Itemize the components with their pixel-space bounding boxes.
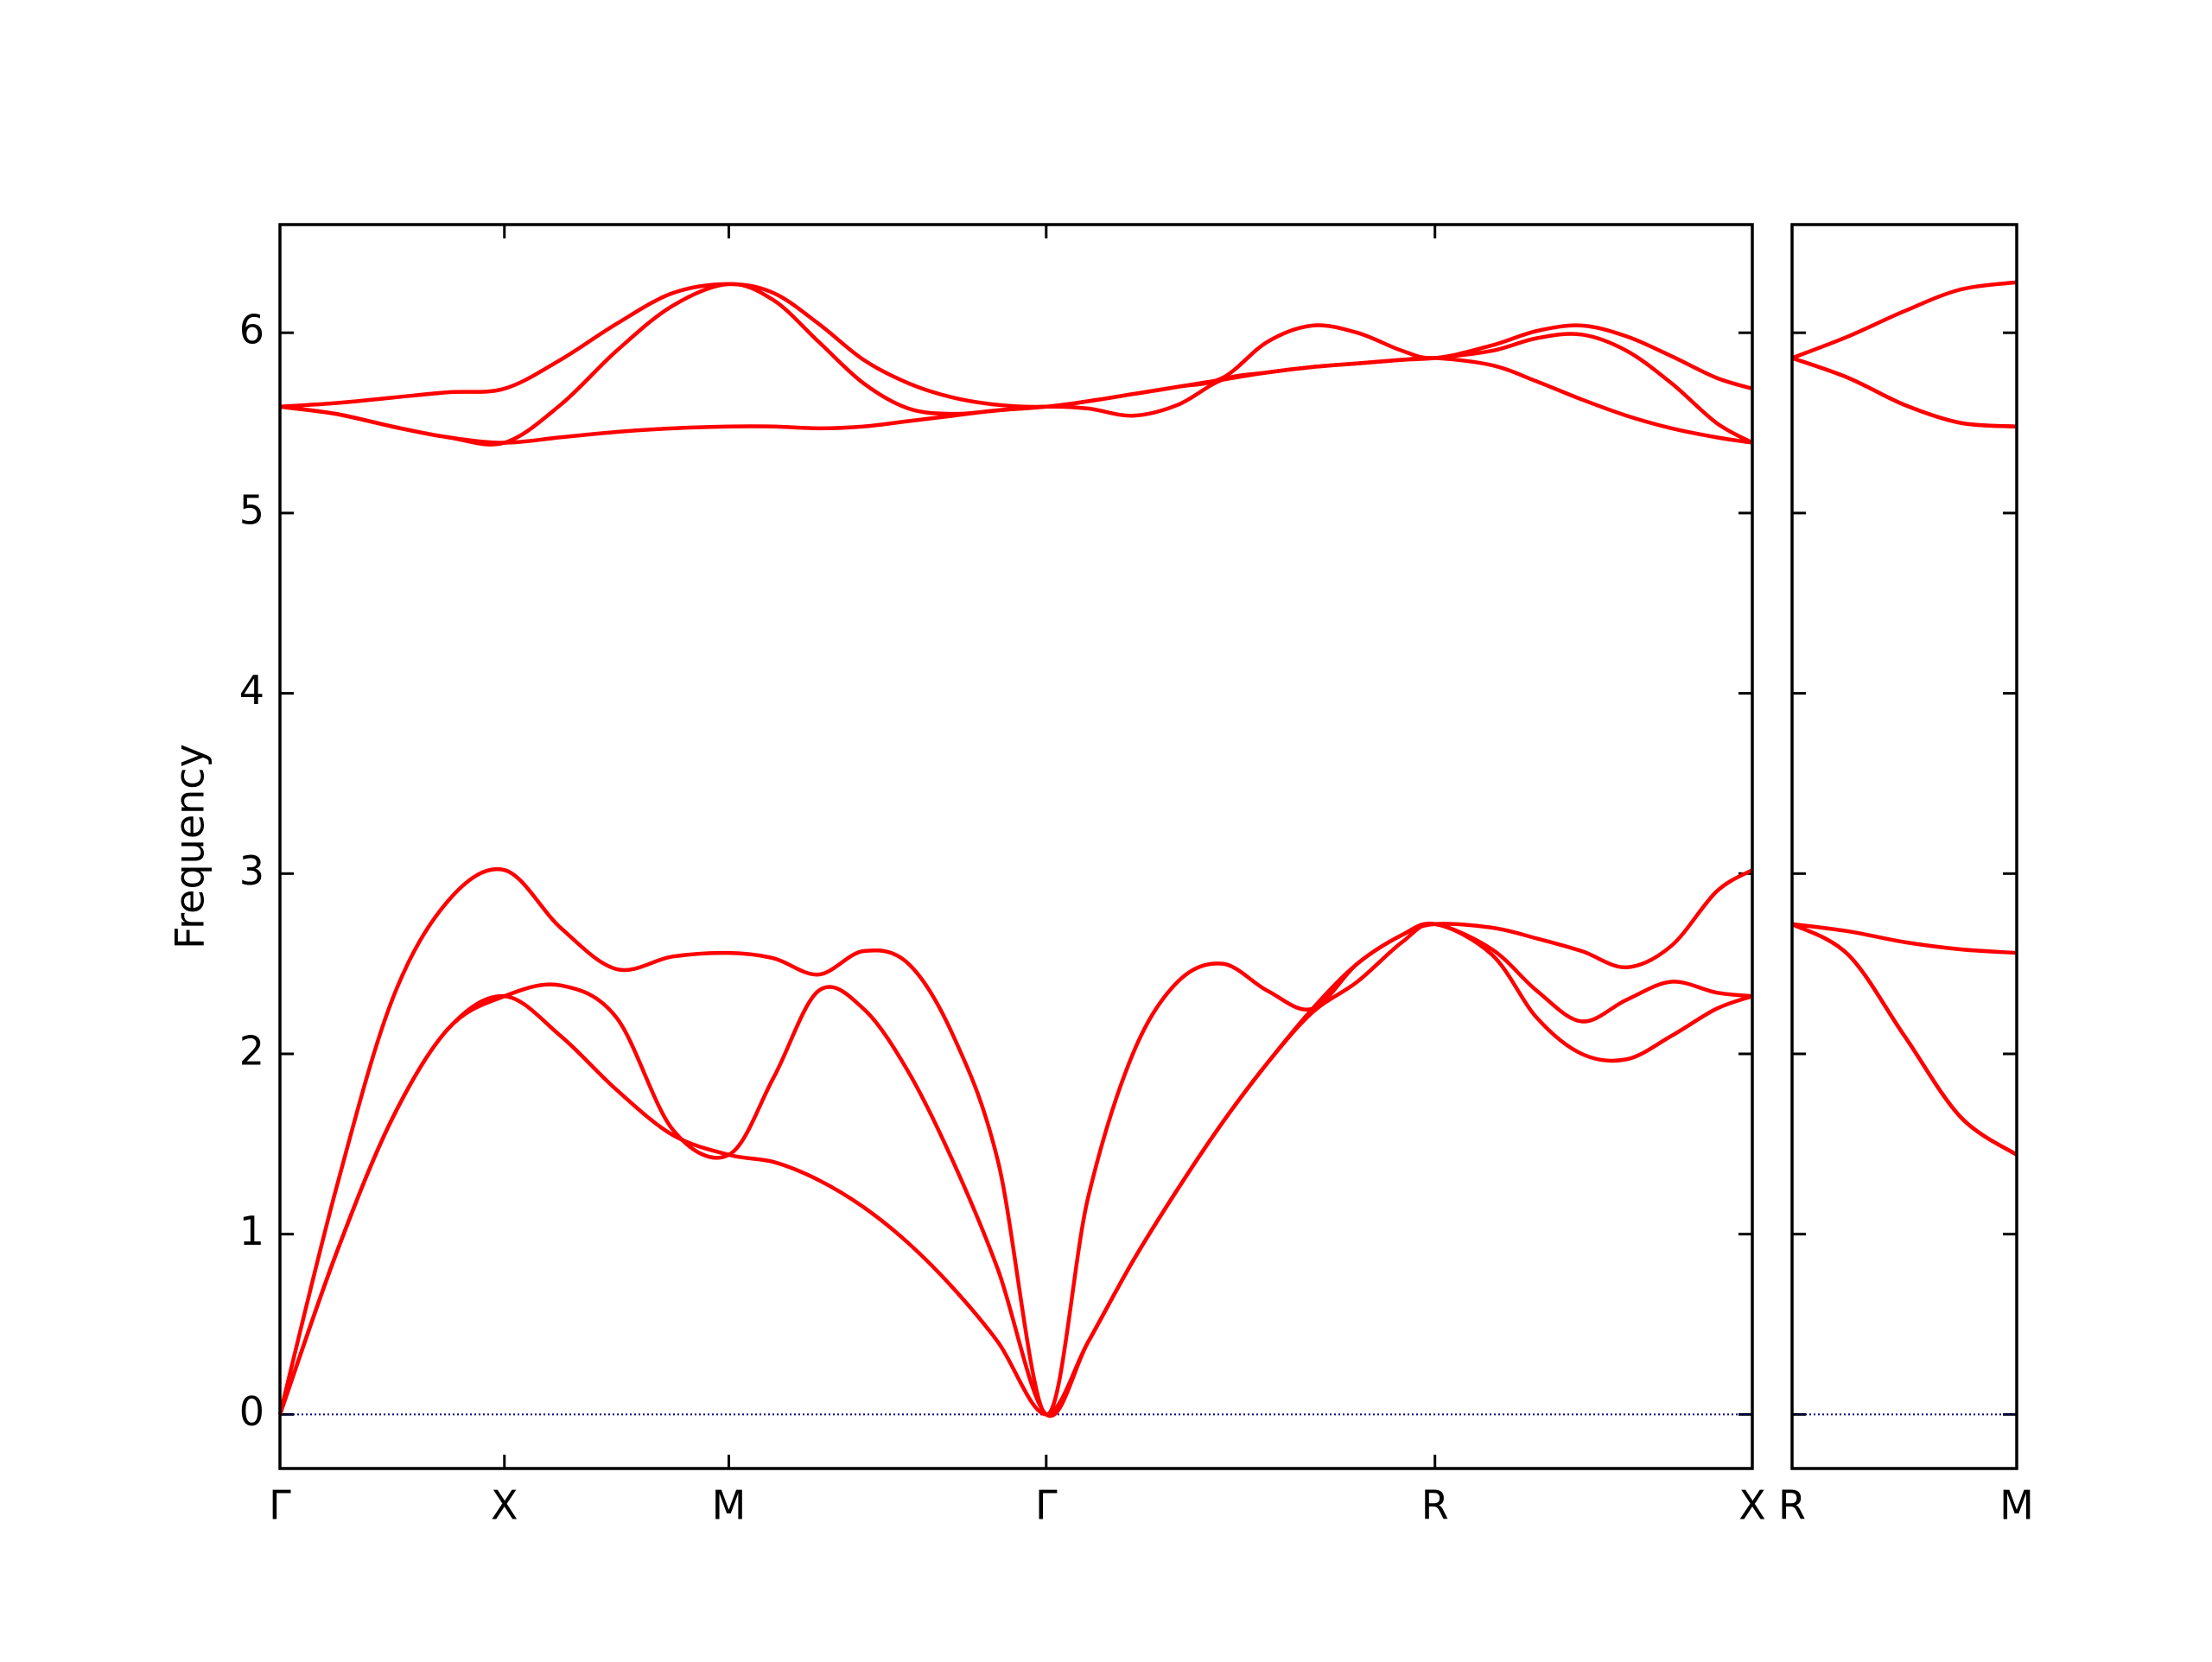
band-line <box>277 866 1754 1417</box>
y-axis-label: Frequency <box>167 744 213 949</box>
band-line <box>279 282 1753 409</box>
x-tick-label: M <box>1999 1482 2034 1529</box>
band-line <box>1791 922 2018 955</box>
y-tick-label: 5 <box>239 486 264 533</box>
band-line <box>277 922 1753 1417</box>
x-tick-label: R <box>1421 1482 1449 1529</box>
y-tick-label: 1 <box>239 1208 264 1254</box>
band-line <box>1791 356 2018 428</box>
band-line <box>1790 922 2018 1157</box>
band-line <box>279 282 1754 447</box>
axes-frame <box>278 223 1754 1470</box>
x-tick-label: Γ <box>1035 1482 1058 1529</box>
band-line <box>1790 922 2018 1157</box>
band-line <box>1791 280 2018 360</box>
y-tick-label: 4 <box>239 667 264 714</box>
y-tick-label: 2 <box>239 1028 264 1075</box>
y-tick-label: 0 <box>239 1388 264 1435</box>
y-tick-label: 3 <box>239 847 264 894</box>
x-tick-label: M <box>712 1482 747 1529</box>
x-tick-label: R <box>1778 1482 1806 1529</box>
axes-frame <box>1790 223 2018 1470</box>
y-tick-label: 6 <box>239 307 264 353</box>
x-tick-label: X <box>491 1482 518 1529</box>
band-line <box>277 921 1753 1418</box>
x-tick-label: X <box>1738 1482 1766 1529</box>
band-line <box>279 355 1753 445</box>
x-tick-label: Γ <box>269 1482 291 1529</box>
